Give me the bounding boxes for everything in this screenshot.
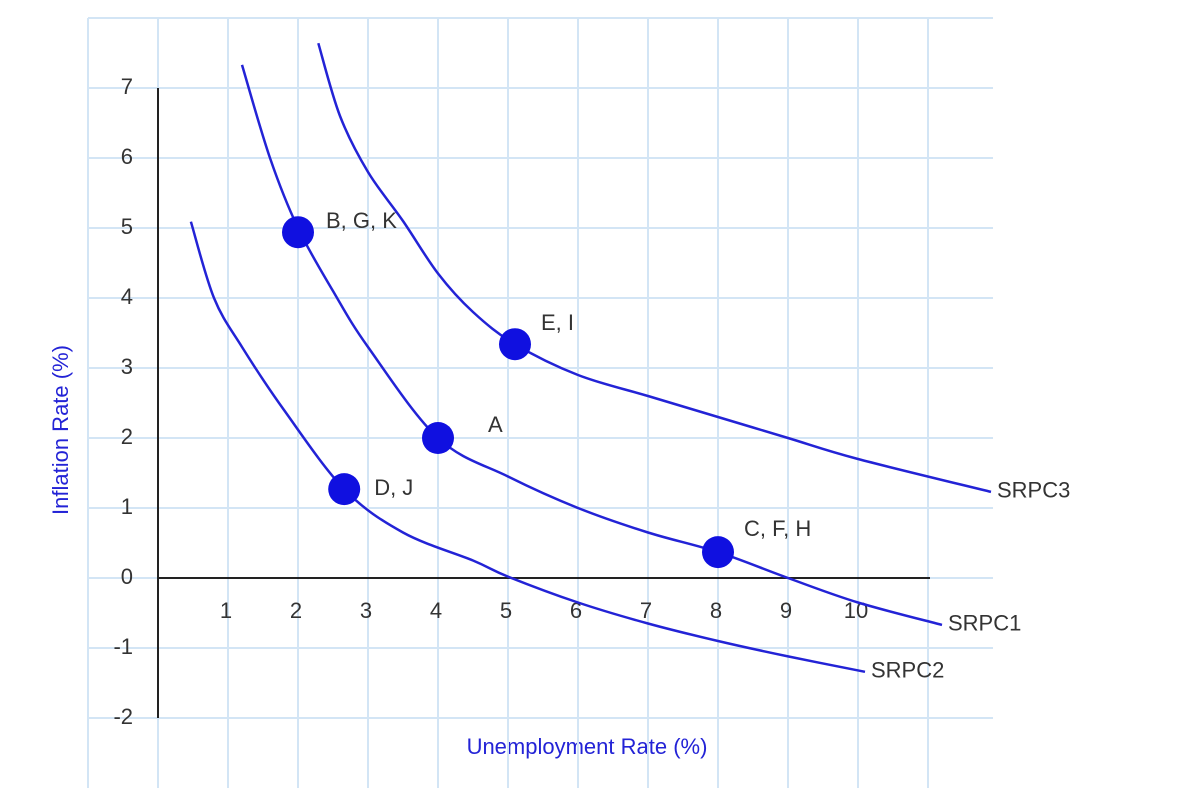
y-axis-title: Inflation Rate (%) [48,345,73,515]
y-tick-label: 1 [121,494,133,519]
x-tick-label: 2 [290,598,302,623]
point-label: D, J [374,475,413,500]
y-tick-label: 4 [121,284,133,309]
point [702,536,734,569]
y-tick-label: 6 [121,144,133,169]
x-tick-label: 3 [360,598,372,623]
y-tick-label: -2 [113,704,133,729]
x-tick-label: 1 [220,598,232,623]
point-label: C, F, H [744,516,811,541]
y-tick-label: 5 [121,214,133,239]
curve [240,64,943,627]
curve-label: SRPC2 [871,658,944,683]
point-label: E, I [541,310,574,335]
x-axis-title: Unemployment Rate (%) [467,734,708,759]
curve [317,42,992,494]
point-label: A [488,412,503,437]
x-tick-label: 9 [780,598,792,623]
curve-label: SRPC3 [997,478,1070,503]
point [328,473,361,506]
point-label: B, G, K [326,208,397,233]
x-tick-label: 8 [710,598,722,623]
curve-label: SRPC1 [948,611,1021,636]
x-tick-label: 4 [430,598,442,623]
y-tick-label: -1 [113,634,133,659]
point [282,216,314,249]
y-tick-label: 3 [121,354,133,379]
y-tick-label: 0 [121,564,133,589]
point [499,328,531,361]
curve [189,221,866,674]
y-tick-label: 7 [121,74,133,99]
point [422,422,454,454]
x-tick-label: 5 [500,598,512,623]
y-tick-label: 2 [121,424,133,449]
x-tick-label: 7 [640,598,652,623]
